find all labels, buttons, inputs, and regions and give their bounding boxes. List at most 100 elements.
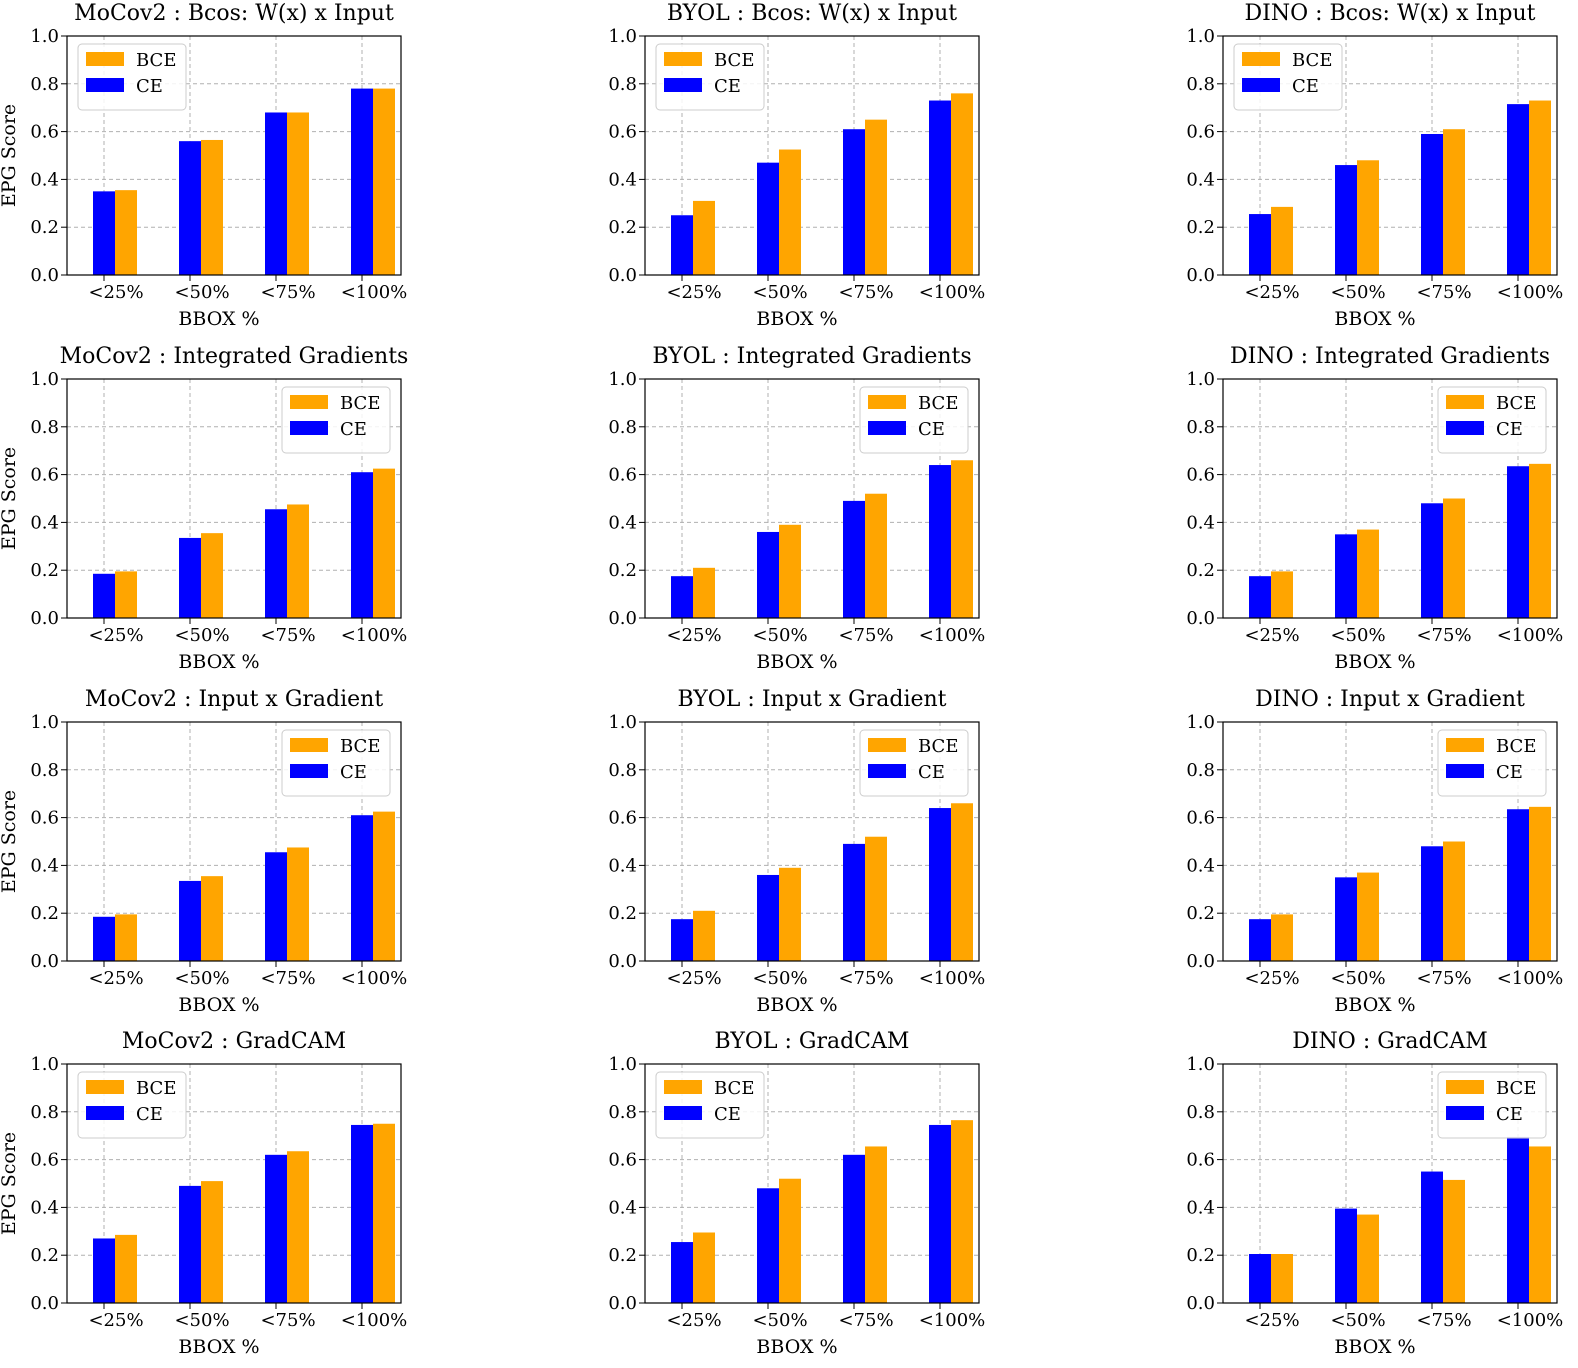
bar-ce <box>265 509 287 618</box>
subplot-title: MoCov2 : Integrated Gradients <box>60 344 409 369</box>
y-tick-label: 0.0 <box>30 951 59 972</box>
x-axis-label: BBOX % <box>178 994 259 1016</box>
y-tick-label: 0.4 <box>608 169 637 190</box>
y-tick-label: 1.0 <box>608 1054 637 1075</box>
legend-label-bce: BCE <box>918 736 958 757</box>
subplot-11: BYOL : GradCAM 0.0 0.2 0.4 0.6 0.8 1.0 <25% <50%… <box>608 1029 985 1358</box>
y-tick-label: 0.8 <box>30 1102 59 1123</box>
y-tick-label: 0.0 <box>1186 951 1215 972</box>
bar-ce <box>1335 534 1357 618</box>
legend-swatch-bce <box>1446 395 1484 409</box>
bar-ce <box>1249 214 1271 275</box>
bar-ce <box>179 880 201 961</box>
bar-bce <box>693 567 715 618</box>
subplot-6: DINO : Integrated Gradients 0.0 0.2 0.4 0.6 0… <box>1186 344 1563 673</box>
x-tick-label: <50% <box>1330 1310 1385 1331</box>
y-tick-label: 1.0 <box>608 26 637 47</box>
legend-label-bce: BCE <box>1496 1078 1536 1099</box>
legend-swatch-ce <box>868 421 906 435</box>
y-tick-label: 0.4 <box>1186 855 1215 876</box>
plot-frame <box>66 1063 402 1304</box>
bar-bce <box>1443 1179 1465 1303</box>
bar-bce <box>1357 872 1379 961</box>
bar-ce <box>671 1242 693 1303</box>
bar-ce <box>93 1238 115 1303</box>
bar-ce <box>179 1185 201 1303</box>
bar-ce <box>351 88 373 275</box>
bar-ce <box>843 843 865 961</box>
bar-ce <box>757 874 779 961</box>
legend: BCE CE <box>655 1071 765 1139</box>
bar-bce <box>1271 1254 1293 1303</box>
bar-bce <box>287 504 309 618</box>
legend-label-ce: CE <box>136 1104 163 1125</box>
bar-ce <box>757 1188 779 1303</box>
y-tick-label: 0.4 <box>30 512 59 533</box>
bar-ce <box>671 215 693 275</box>
legend-swatch-bce <box>290 395 328 409</box>
x-tick-label: <50% <box>752 968 807 989</box>
subplot-5: BYOL : Integrated Gradients 0.0 0.2 0.4 0.6 0… <box>608 344 985 673</box>
x-tick-label: <50% <box>174 968 229 989</box>
x-tick-label: <50% <box>752 1310 807 1331</box>
x-tick-label: <75% <box>1416 1310 1471 1331</box>
y-tick-label: 0.6 <box>30 122 59 143</box>
subplot-4: MoCov2 : Integrated Gradients 0.0 0.2 0.4 0.… <box>0 344 408 673</box>
legend: BCE CE <box>859 386 969 454</box>
legend-label-ce: CE <box>1496 1104 1523 1125</box>
y-tick-label: 0.0 <box>608 1293 637 1314</box>
legend-swatch-bce <box>290 738 328 752</box>
plot-frame <box>66 378 402 619</box>
plot-frame <box>66 721 402 962</box>
y-tick-label: 1.0 <box>1186 1054 1215 1075</box>
y-tick-label: 0.4 <box>30 1197 59 1218</box>
legend: BCE CE <box>77 1071 187 1139</box>
bar-bce <box>287 112 309 275</box>
x-axis-label: BBOX % <box>1334 308 1415 330</box>
x-tick-label: <25% <box>1244 282 1299 303</box>
legend-swatch-ce <box>290 764 328 778</box>
bar-ce <box>1335 877 1357 961</box>
legend-swatch-bce <box>1446 1080 1484 1094</box>
bar-bce <box>373 1123 395 1303</box>
bar-ce <box>1507 466 1529 618</box>
bar-bce <box>779 867 801 961</box>
bar-ce <box>1335 165 1357 275</box>
bar-bce <box>1443 841 1465 961</box>
bar-bce <box>373 811 395 961</box>
x-tick-label: <25% <box>1244 1310 1299 1331</box>
x-tick-label: <75% <box>838 968 893 989</box>
y-tick-label: 0.6 <box>1186 122 1215 143</box>
bar-bce <box>951 93 973 275</box>
x-axis-label: BBOX % <box>756 994 837 1016</box>
subplot-9: DINO : Input x Gradient 0.0 0.2 0.4 0.6 0.8 1.… <box>1186 687 1563 1016</box>
bar-ce <box>1421 503 1443 618</box>
subplot-8: BYOL : Input x Gradient 0.0 0.2 0.4 0.6 0.8 1.… <box>608 687 985 1016</box>
bar-bce <box>287 1151 309 1303</box>
y-tick-label: 0.2 <box>30 1245 59 1266</box>
y-tick-label: 0.2 <box>30 903 59 924</box>
legend-label-ce: CE <box>340 762 367 783</box>
y-tick-label: 1.0 <box>30 1054 59 1075</box>
x-tick-label: <100% <box>1497 625 1564 646</box>
bar-ce <box>1507 104 1529 276</box>
y-tick-label: 0.8 <box>1186 74 1215 95</box>
bar-ce <box>1421 1171 1443 1303</box>
bar-bce <box>865 119 887 276</box>
y-tick-label: 0.2 <box>1186 1245 1215 1266</box>
y-tick-label: 0.2 <box>1186 217 1215 238</box>
bar-ce <box>671 919 693 961</box>
x-tick-label: <50% <box>752 282 807 303</box>
legend-swatch-ce <box>664 78 702 92</box>
bar-bce <box>693 910 715 961</box>
bar-bce <box>779 524 801 618</box>
x-tick-label: <50% <box>1330 968 1385 989</box>
bar-bce <box>865 836 887 961</box>
bar-bce <box>1271 206 1293 275</box>
bar-ce <box>179 537 201 618</box>
legend-swatch-ce <box>868 764 906 778</box>
y-tick-label: 1.0 <box>608 369 637 390</box>
bar-ce <box>1249 576 1271 618</box>
y-tick-label: 0.4 <box>30 169 59 190</box>
x-axis-label: BBOX % <box>178 1336 259 1358</box>
